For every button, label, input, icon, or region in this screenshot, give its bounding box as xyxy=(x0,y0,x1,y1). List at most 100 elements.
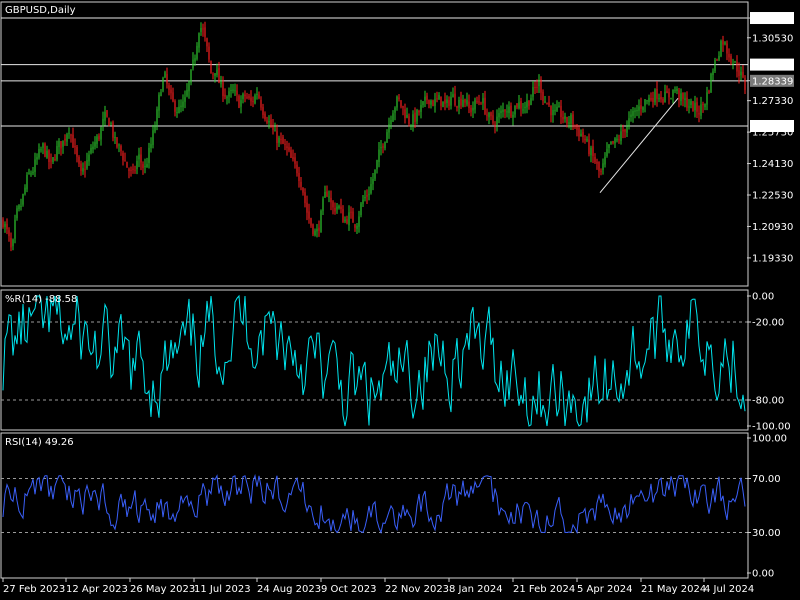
price-panel[interactable] xyxy=(0,1,749,287)
candle xyxy=(488,111,490,125)
candle xyxy=(728,48,730,62)
candle xyxy=(684,92,686,108)
candle xyxy=(218,61,220,84)
candle xyxy=(20,198,22,211)
candle xyxy=(90,144,92,155)
candle xyxy=(314,228,316,237)
price-tick-label: 1.20930 xyxy=(752,222,793,233)
candle xyxy=(614,137,616,148)
wr-tick-label: -20.00 xyxy=(752,318,784,329)
candle xyxy=(586,136,588,143)
candle xyxy=(204,21,206,42)
trend-line[interactable] xyxy=(599,97,679,193)
candle xyxy=(160,88,162,97)
candle xyxy=(648,94,650,106)
candle xyxy=(392,110,394,122)
candle xyxy=(270,114,272,128)
candle xyxy=(190,69,192,86)
candle xyxy=(338,204,340,210)
candle xyxy=(216,63,218,78)
candle xyxy=(452,87,454,98)
candle xyxy=(232,83,234,94)
candle xyxy=(404,103,406,124)
candle xyxy=(706,86,708,111)
candle xyxy=(722,35,724,52)
candle xyxy=(440,96,442,111)
candle xyxy=(16,205,18,221)
candle xyxy=(294,152,296,169)
candle xyxy=(340,198,342,214)
candle xyxy=(4,221,6,233)
candle xyxy=(102,111,104,132)
candle xyxy=(280,132,282,145)
williams-r-panel[interactable] xyxy=(0,289,749,431)
candle xyxy=(572,111,574,131)
time-tick-label: 24 Aug 2023 xyxy=(257,584,321,595)
candle xyxy=(616,134,618,143)
candle xyxy=(302,187,304,196)
candle xyxy=(194,54,196,66)
candle xyxy=(26,172,28,193)
candle xyxy=(36,153,38,165)
candle xyxy=(550,105,552,123)
candle xyxy=(98,133,100,142)
candle xyxy=(174,99,176,117)
candle xyxy=(144,158,146,174)
candle xyxy=(30,170,32,177)
rsi-panel[interactable] xyxy=(0,432,749,579)
candle xyxy=(164,70,166,79)
candle xyxy=(58,138,60,155)
candle xyxy=(708,89,710,94)
candle xyxy=(162,76,164,93)
candle xyxy=(590,145,592,163)
candle xyxy=(562,110,564,124)
candle xyxy=(482,93,484,110)
price-tick-label: 1.19330 xyxy=(752,253,793,264)
candle xyxy=(654,88,656,106)
candle xyxy=(80,160,82,176)
candle xyxy=(538,74,540,94)
candle xyxy=(398,94,400,102)
candle xyxy=(272,118,274,135)
candle xyxy=(86,152,88,170)
candle xyxy=(584,135,586,144)
candle xyxy=(32,166,34,176)
candle xyxy=(660,91,662,103)
candle xyxy=(350,206,352,219)
williams-r-line[interactable] xyxy=(2,294,746,427)
candle xyxy=(566,116,568,128)
wr-tick-label: 0.00 xyxy=(752,292,774,303)
candle xyxy=(364,190,366,202)
candle xyxy=(354,223,356,232)
candle xyxy=(596,158,598,170)
candle xyxy=(640,97,642,116)
candle xyxy=(166,67,168,89)
candle xyxy=(450,91,452,110)
candle xyxy=(386,129,388,143)
candle xyxy=(68,127,70,139)
candle xyxy=(606,142,608,158)
candle xyxy=(388,117,390,139)
candle xyxy=(524,101,526,114)
wr-tick-label: -80.00 xyxy=(752,396,784,407)
candle xyxy=(200,22,202,36)
candle xyxy=(432,99,434,107)
candle xyxy=(622,124,624,139)
candle xyxy=(736,55,738,78)
candle xyxy=(126,161,128,168)
candle xyxy=(502,102,504,118)
candle xyxy=(694,95,696,118)
candle xyxy=(118,143,120,153)
candle xyxy=(400,100,402,109)
candle xyxy=(122,150,124,166)
rsi-line[interactable] xyxy=(2,473,746,535)
candle xyxy=(612,140,614,145)
time-tick-label: 26 May 2023 xyxy=(130,584,195,595)
candle xyxy=(578,125,580,142)
candle xyxy=(394,106,396,121)
candle xyxy=(74,138,76,155)
candle xyxy=(254,93,256,105)
candle xyxy=(202,23,204,37)
candle xyxy=(352,207,354,223)
time-tick-label: 12 Apr 2023 xyxy=(66,584,128,595)
